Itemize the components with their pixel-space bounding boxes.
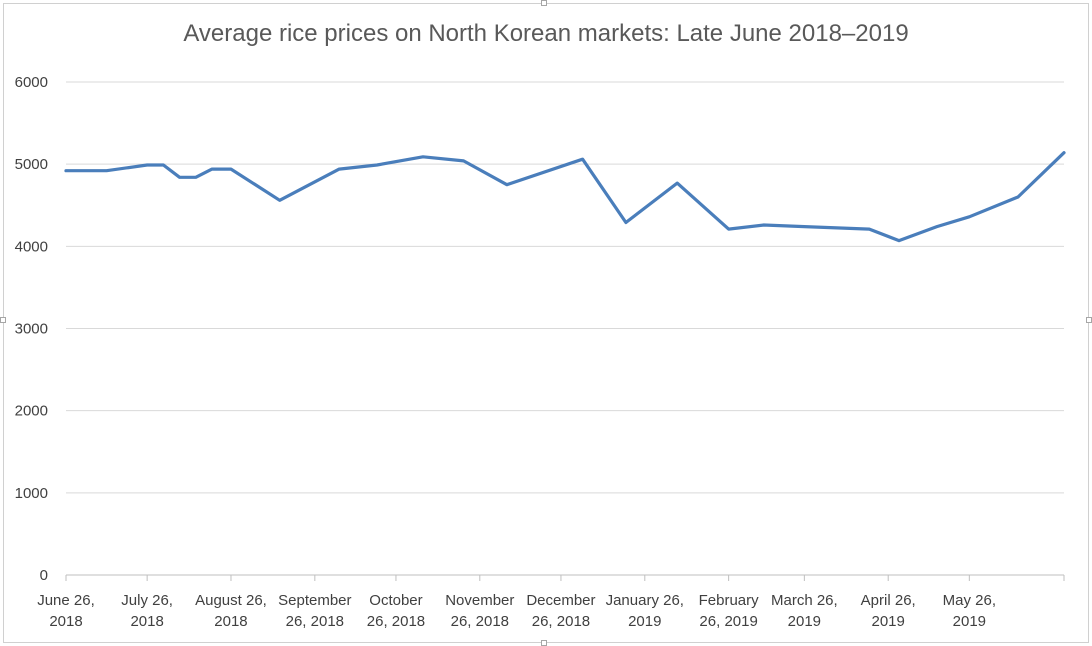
- y-tick-label: 6000: [15, 74, 48, 91]
- x-tick-label: November 26, 2018: [445, 592, 514, 630]
- x-tick-label: February 26, 2019: [699, 592, 760, 630]
- data-point: [105, 169, 108, 172]
- data-point: [935, 225, 939, 228]
- x-tick-label: May 26, 2019: [943, 592, 996, 630]
- chart-frame: [3, 3, 1089, 643]
- data-point: [178, 176, 181, 179]
- x-tick-label: September 26, 2018: [278, 592, 351, 630]
- data-point: [624, 221, 628, 224]
- resize-handle-top[interactable]: [541, 0, 547, 6]
- x-axis-tick-labels: June 26, 2018 July 26, 2018 August 26, 2018 Se…: [37, 592, 996, 630]
- data-point: [162, 163, 165, 167]
- data-point: [194, 176, 198, 179]
- data-point: [762, 223, 765, 227]
- data-point: [210, 167, 214, 171]
- data-point: [676, 181, 679, 185]
- data-point: [727, 227, 730, 231]
- x-tick-label: March 26, 2019: [771, 592, 838, 630]
- data-point: [1062, 151, 1066, 154]
- data-point: [64, 169, 68, 172]
- x-tick-label: July 26, 2018: [121, 592, 173, 630]
- y-tick-label: 1000: [15, 485, 48, 502]
- data-point: [505, 183, 509, 186]
- y-axis-tick-labels: 0 1000 2000 3000 4000 5000 6000: [15, 74, 48, 584]
- x-tick-label: June 26, 2018: [37, 592, 95, 630]
- y-tick-label: 0: [40, 567, 48, 584]
- x-tick-label: December 26, 2018: [526, 592, 595, 630]
- data-point: [375, 163, 379, 167]
- series-layer: [64, 151, 1066, 243]
- series-line: [64, 151, 1066, 243]
- data-point: [803, 225, 806, 228]
- x-tick-label: April 26, 2019: [861, 592, 916, 630]
- y-tick-label: 3000: [15, 321, 48, 338]
- data-point: [278, 199, 281, 202]
- gridlines: [66, 81, 1064, 494]
- resize-handle-left[interactable]: [0, 317, 6, 323]
- y-tick-label: 5000: [15, 156, 48, 173]
- data-point: [337, 167, 341, 171]
- data-point: [421, 155, 425, 158]
- y-tick-label: 2000: [15, 403, 48, 420]
- data-point: [462, 159, 465, 163]
- x-tick-label: October 26, 2018: [367, 592, 425, 630]
- data-point: [868, 227, 871, 231]
- y-tick-label: 4000: [15, 238, 48, 255]
- data-point: [897, 239, 901, 242]
- data-point: [1016, 195, 1020, 199]
- x-axis: [65, 574, 1065, 581]
- data-point: [145, 163, 149, 167]
- data-point: [229, 167, 233, 171]
- chart-title: Average rice prices on North Korean mark…: [183, 20, 909, 47]
- x-tick-label: August 26, 2018: [195, 592, 267, 630]
- data-point: [968, 215, 971, 218]
- x-tick-label: January 26, 2019: [606, 592, 684, 630]
- data-point: [91, 169, 95, 172]
- data-point: [581, 158, 584, 161]
